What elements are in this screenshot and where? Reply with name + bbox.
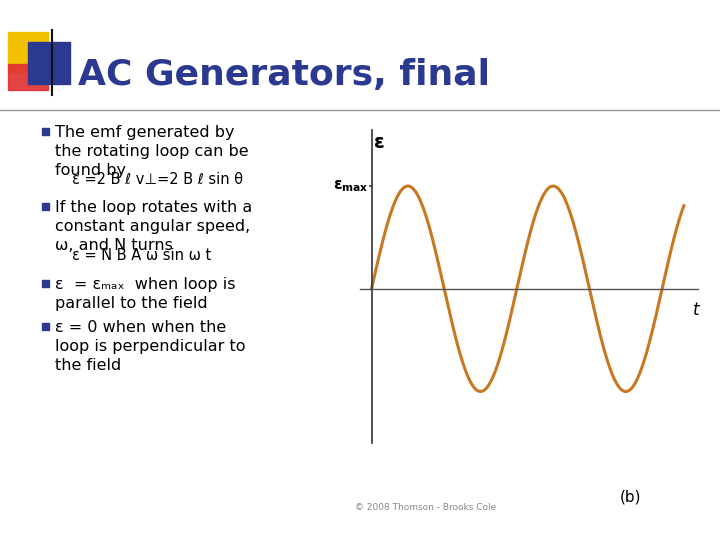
Bar xyxy=(8,64,48,90)
Bar xyxy=(42,128,49,135)
Bar xyxy=(42,203,49,210)
Text: (b): (b) xyxy=(620,490,642,505)
Text: $\boldsymbol{\varepsilon}_{\mathbf{max}}$: $\boldsymbol{\varepsilon}_{\mathbf{max}}… xyxy=(333,178,369,194)
Text: ε  = εₘₐₓ  when loop is
parallel to the field: ε = εₘₐₓ when loop is parallel to the fi… xyxy=(55,277,235,311)
Text: ε = 0 when when the
loop is perpendicular to
the field: ε = 0 when when the loop is perpendicula… xyxy=(55,320,246,373)
Text: $\mathbf{\varepsilon}$: $\mathbf{\varepsilon}$ xyxy=(373,133,384,152)
Text: ε =2 B ℓ v⊥=2 B ℓ sin θ: ε =2 B ℓ v⊥=2 B ℓ sin θ xyxy=(72,172,243,187)
Bar xyxy=(8,32,48,72)
Text: © 2008 Thomson - Brooks Cole: © 2008 Thomson - Brooks Cole xyxy=(355,503,496,512)
Text: The emf generated by
the rotating loop can be
found by: The emf generated by the rotating loop c… xyxy=(55,125,248,178)
Text: AC Generators, final: AC Generators, final xyxy=(78,58,490,92)
Bar xyxy=(28,42,70,84)
Text: $t$: $t$ xyxy=(692,301,701,319)
Bar xyxy=(42,280,49,287)
Bar xyxy=(42,323,49,330)
Text: If the loop rotates with a
constant angular speed,
ω, and N turns: If the loop rotates with a constant angu… xyxy=(55,200,252,253)
Text: ε = N B A ω sin ω t: ε = N B A ω sin ω t xyxy=(72,248,211,263)
